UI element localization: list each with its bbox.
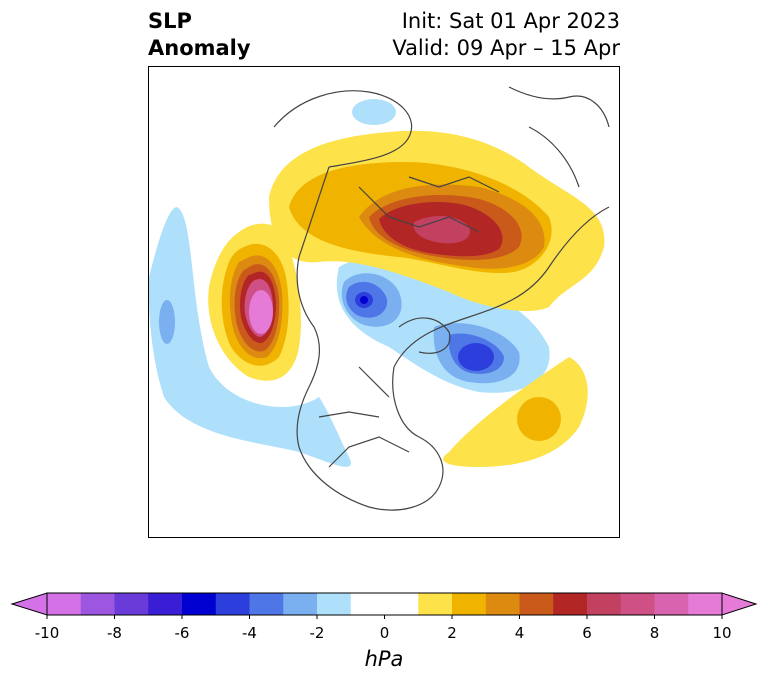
forecast-info: Init: Sat 01 Apr 2023 Valid: 09 Apr – 15… [392,8,620,62]
colorbar-extend-max [721,592,758,616]
colorbar-cell [384,593,419,615]
negative-anomaly-north [352,99,396,125]
colorbar-cell [283,593,318,615]
colorbar-extend-min [10,592,48,616]
colorbar-tick-label: 10 [712,624,732,642]
colorbar-cell [47,593,82,615]
map-title: SLP Anomaly [148,8,251,62]
colorbar-tick-label: 8 [649,624,660,642]
colorbar-cell [452,593,487,615]
coastlines [273,86,610,511]
colorbar-tick-label: -10 [34,624,60,642]
colorbar-tick-label: -8 [107,624,122,642]
negative-anomaly-pacific [149,207,351,467]
title-line-2: Anomaly [148,36,251,60]
init-date: Init: Sat 01 Apr 2023 [401,9,620,33]
colorbar-units: hPa [364,647,404,671]
colorbar-tick-label: 4 [514,624,525,642]
colorbar-tick-label: -6 [174,624,190,642]
colorbar-cell [587,593,622,615]
colorbar-tick-label: 6 [582,624,592,642]
colorbar-cell [654,593,689,615]
colorbar [10,592,758,619]
colorbar-cell [350,593,385,615]
positive-anomaly-atlantic [443,357,588,467]
colorbar-cell [80,593,115,615]
neg-core-west [159,300,175,344]
colorbar-cell [317,593,352,615]
colorbar-cell [519,593,554,615]
colorbar-cell [553,593,588,615]
colorbar-tick-label: -2 [309,624,325,642]
title-line-1: SLP [148,9,192,33]
slp-anomaly-map [149,86,610,511]
colorbar-cell [148,593,183,615]
colorbar-tick-label: -4 [242,624,257,642]
colorbar-cell [215,593,250,615]
map-panel [148,66,620,538]
colorbar-cell [485,593,520,615]
colorbar-cell [114,593,149,615]
valid-range: Valid: 09 Apr – 15 Apr [392,36,620,60]
colorbar-cell [620,593,655,615]
colorbar-tick-label: 0 [379,624,390,642]
colorbar-cell [688,593,723,615]
colorbar-cell [249,593,284,615]
colorbar-cell [182,593,217,615]
colorbar-cell [418,593,453,615]
colorbar-tick-label: 2 [447,624,457,642]
